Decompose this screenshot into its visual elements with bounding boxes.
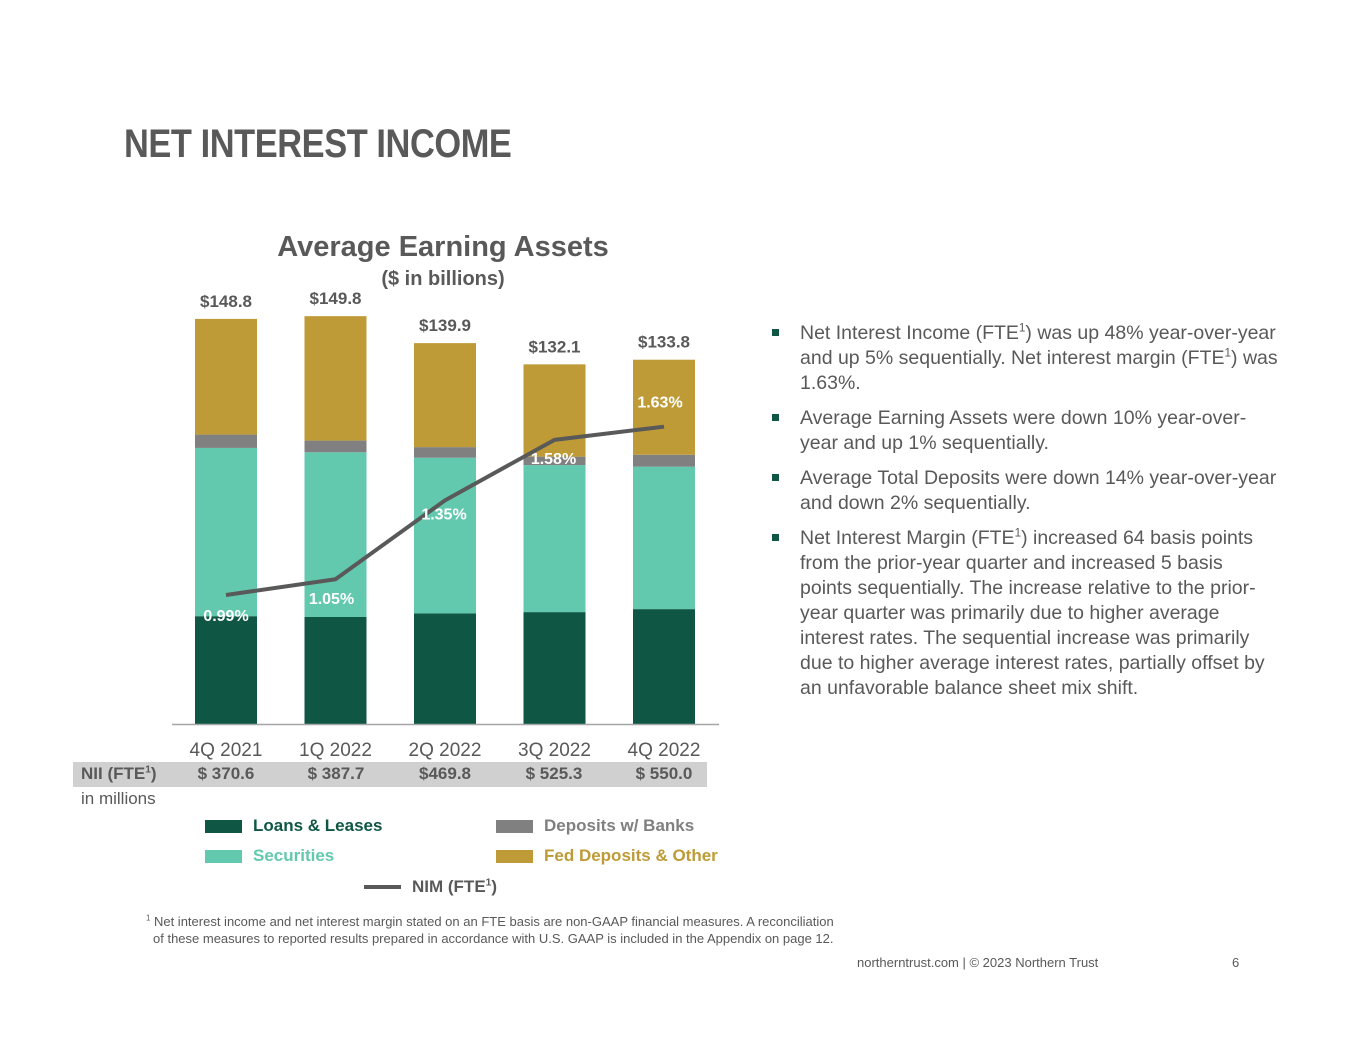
bullet-text: Average Total Deposits were down 14% yea… <box>800 467 1277 514</box>
nii-value: $ 525.3 <box>525 764 583 783</box>
x-tick-label: 3Q 2022 <box>518 740 591 761</box>
bullet-text: Net Interest Margin (FTE1) increased 64 … <box>800 526 1265 699</box>
bar-segment-loans <box>414 613 476 724</box>
nii-band <box>73 762 707 787</box>
bar-segment-securities <box>414 457 476 614</box>
bar-segment-loans <box>195 616 257 724</box>
bar-segment-loans <box>304 617 367 724</box>
bar-segment-fed <box>633 359 695 455</box>
bar-segment-loans <box>523 612 586 724</box>
bar-segment-securities <box>523 465 586 613</box>
legend-swatch <box>205 819 242 833</box>
page-number: 6 <box>1232 955 1240 970</box>
bullet-item: Net Interest Income (FTE1) was up 48% ye… <box>770 321 1280 396</box>
bar-total-label: $148.8 <box>200 292 252 311</box>
bar-segment-deposits <box>304 440 367 453</box>
bar-segment-securities <box>304 452 367 618</box>
legend-label: NIM (FTE1) <box>412 877 497 896</box>
legend-label: Loans & Leases <box>253 816 383 835</box>
bullet-text: Average Earning Assets were down 10% yea… <box>800 407 1247 454</box>
nim-data-label: 0.99% <box>203 608 248 625</box>
nii-value: $ 387.7 <box>307 764 365 783</box>
bullet-square-icon <box>770 466 800 516</box>
bar-segment-fed <box>523 364 586 457</box>
x-tick-label: 4Q 2021 <box>190 740 263 761</box>
nim-line <box>225 424 665 597</box>
page-title: NET INTEREST INCOME <box>124 122 512 166</box>
bar-segment-fed <box>304 316 367 441</box>
nim-data-label: 1.35% <box>421 506 466 523</box>
legend-fed: Fed Deposits & Other <box>496 846 718 866</box>
bullet-item: Average Earning Assets were down 10% yea… <box>770 406 1280 456</box>
bar-total-label: $139.9 <box>419 316 471 335</box>
nim-data-label: 1.58% <box>531 451 576 468</box>
earning-assets-chart: $148.8 4Q 2021 $149.8 1Q 2022 $139.9 2Q 2022 $… <box>172 289 719 761</box>
bullet-item: Net Interest Margin (FTE1) increased 64 … <box>770 526 1280 701</box>
commentary-bullets: Net Interest Income (FTE1) was up 48% ye… <box>770 321 1280 711</box>
bar-segment-deposits <box>633 454 695 467</box>
bar-segment-deposits <box>195 434 257 448</box>
bullet-square-icon <box>770 526 800 701</box>
nim-data-label: 1.63% <box>637 395 682 412</box>
bar-segment-loans <box>633 609 695 724</box>
legend-securities: Securities <box>205 846 334 866</box>
legend-swatch <box>496 819 533 833</box>
chart-title: Average Earning Assets <box>277 231 609 263</box>
bar-total-label: $132.1 <box>529 337 581 356</box>
x-tick-label: 4Q 2022 <box>628 740 701 761</box>
bar-total-label: $149.8 <box>310 289 362 308</box>
bullet-item: Average Total Deposits were down 14% yea… <box>770 466 1280 516</box>
footnote: 1 Net interest income and net interest m… <box>146 913 834 946</box>
legend-line-swatch <box>364 885 401 889</box>
bar-segment-deposits <box>414 447 476 458</box>
x-tick-label: 2Q 2022 <box>409 740 482 761</box>
bar-segment-fed <box>414 343 476 448</box>
bar-segment-securities <box>195 447 257 617</box>
nii-value: $ 370.6 <box>197 764 255 783</box>
legend-label: Deposits w/ Banks <box>544 816 695 835</box>
nii-label: NII (FTE1) <box>81 764 157 783</box>
bullet-square-icon <box>770 406 800 456</box>
chart-subtitle: ($ in billions) <box>381 268 505 290</box>
footer-copyright: northerntrust.com | © 2023 Northern Trus… <box>857 955 1099 970</box>
legend-loans: Loans & Leases <box>205 816 382 836</box>
legend-deposits: Deposits w/ Banks <box>496 816 694 836</box>
legend-label: Securities <box>253 846 335 865</box>
bullet-text: Net Interest Income (FTE1) was up 48% ye… <box>800 321 1278 394</box>
legend-swatch <box>205 849 242 863</box>
x-tick-label: 1Q 2022 <box>299 740 372 761</box>
legend-swatch <box>496 849 533 863</box>
nim-data-label: 1.05% <box>309 591 354 608</box>
bar-segment-fed <box>195 318 257 435</box>
nii-value: $ 550.0 <box>635 764 693 783</box>
legend-label: Fed Deposits & Other <box>544 846 718 865</box>
nii-units: in millions <box>81 789 156 808</box>
bar-segment-deposits <box>523 456 586 466</box>
bar-segment-securities <box>633 466 695 610</box>
nii-value: $469.8 <box>419 764 471 783</box>
bullet-square-icon <box>770 321 800 396</box>
bar-total-label: $133.8 <box>638 333 690 352</box>
legend-nim: NIM (FTE1) <box>364 877 497 897</box>
